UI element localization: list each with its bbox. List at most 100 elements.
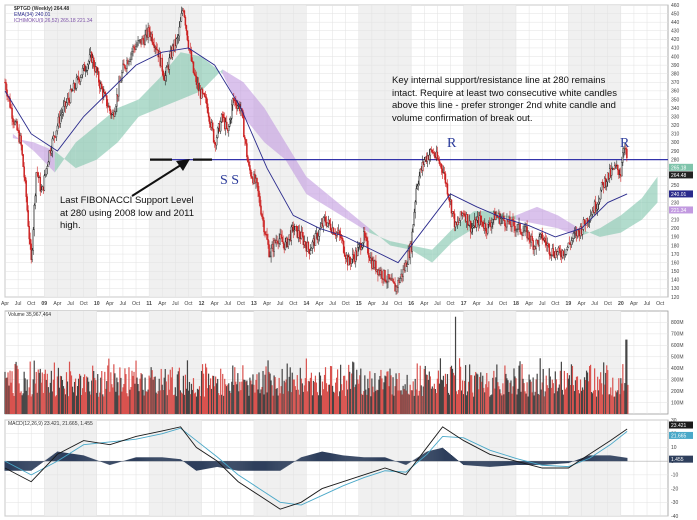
candle-body bbox=[318, 229, 321, 237]
volume-bar bbox=[269, 373, 271, 414]
macd-hist-bar bbox=[44, 460, 46, 462]
macd-hist-bar bbox=[340, 454, 342, 462]
macd-hist-bar bbox=[455, 459, 458, 462]
volume-bar bbox=[533, 395, 535, 414]
volume-bar bbox=[51, 391, 53, 414]
macd-hist-bar bbox=[171, 458, 173, 462]
volume-bar bbox=[394, 386, 396, 414]
x-axis-label: Jul bbox=[434, 301, 441, 307]
volume-bar bbox=[587, 381, 590, 414]
candle-body bbox=[192, 61, 195, 73]
volume-bar bbox=[289, 367, 291, 414]
volume-bar bbox=[268, 371, 270, 414]
macd-hist-bar bbox=[127, 459, 129, 462]
volume-bar bbox=[475, 371, 477, 414]
x-axis-label: Apr bbox=[263, 301, 271, 307]
volume-bar bbox=[180, 392, 182, 414]
macd-hist-bar bbox=[543, 461, 545, 465]
candle-body bbox=[34, 195, 36, 206]
candle-body bbox=[523, 230, 525, 233]
candle-body bbox=[114, 111, 116, 117]
macd-hist-bar bbox=[224, 461, 226, 469]
volume-tick-label: 400M bbox=[671, 366, 684, 372]
volume-bar bbox=[279, 393, 281, 414]
macd-hist-bar bbox=[462, 461, 464, 465]
volume-bar bbox=[238, 391, 240, 414]
candle-body bbox=[625, 148, 627, 150]
volume-bar bbox=[450, 365, 453, 414]
volume-bar bbox=[390, 375, 392, 414]
volume-bar bbox=[600, 372, 602, 414]
volume-bar bbox=[476, 373, 478, 414]
volume-bar bbox=[257, 389, 259, 414]
volume-bar bbox=[156, 393, 158, 414]
volume-bar bbox=[521, 364, 523, 414]
macd-hist-bar bbox=[65, 452, 68, 462]
macd-hist-bar bbox=[108, 461, 110, 465]
macd-hist-bar bbox=[288, 461, 290, 465]
candle-body bbox=[262, 216, 264, 221]
price-tick-label: 230 bbox=[671, 200, 680, 206]
macd-hist-bar bbox=[461, 461, 463, 464]
candle-body bbox=[129, 59, 131, 62]
candle-body bbox=[219, 121, 222, 132]
macd-hist-bar bbox=[61, 452, 64, 462]
volume-bar bbox=[323, 374, 326, 414]
volume-bar bbox=[311, 395, 314, 414]
volume-bar bbox=[371, 378, 373, 414]
volume-bar bbox=[372, 386, 374, 414]
candle-body bbox=[25, 180, 27, 197]
macd-hist-bar bbox=[435, 449, 437, 462]
macd-hist-bar bbox=[46, 458, 48, 462]
macd-hist-bar bbox=[429, 450, 431, 462]
macd-hist-bar bbox=[73, 454, 76, 462]
candle-body bbox=[341, 238, 344, 242]
macd-hist-bar bbox=[334, 453, 336, 462]
candle-body bbox=[524, 226, 526, 232]
volume-bar bbox=[544, 391, 546, 414]
macd-hist-bar bbox=[565, 461, 567, 464]
volume-bar bbox=[16, 365, 18, 414]
macd-hist-bar bbox=[291, 461, 293, 463]
x-axis-label: Apr bbox=[525, 301, 533, 307]
volume-bar bbox=[599, 379, 601, 414]
macd-hist-bar bbox=[275, 461, 277, 471]
macd-hist-bar bbox=[117, 461, 119, 463]
volume-bar bbox=[422, 386, 424, 414]
volume-bar bbox=[305, 358, 307, 414]
macd-hist-bar bbox=[372, 457, 374, 462]
macd-hist-bar bbox=[376, 457, 378, 462]
candle-body bbox=[329, 223, 332, 231]
candle-body bbox=[37, 172, 40, 178]
volume-bar bbox=[437, 370, 439, 414]
candle-body bbox=[204, 96, 207, 98]
macd-hist-bar bbox=[427, 451, 429, 462]
macd-hist-bar bbox=[446, 451, 449, 462]
macd-hist-bar bbox=[547, 461, 549, 465]
x-axis-label: Oct bbox=[394, 301, 403, 307]
candle-body bbox=[66, 98, 69, 103]
macd-hist-bar bbox=[562, 461, 564, 464]
volume-bar bbox=[178, 367, 180, 414]
macd-hist-bar bbox=[284, 461, 286, 468]
volume-bar bbox=[211, 388, 213, 414]
volume-bar bbox=[414, 378, 416, 414]
macd-hist-bar bbox=[237, 461, 239, 471]
macd-hist-bar bbox=[433, 449, 435, 462]
macd-hist-bar bbox=[21, 461, 23, 471]
macd-hist-bar bbox=[558, 461, 560, 464]
macd-hist-bar bbox=[227, 461, 229, 469]
volume-bar bbox=[212, 375, 214, 414]
volume-bar bbox=[72, 392, 75, 414]
volume-bar bbox=[317, 395, 320, 414]
macd-hist-bar bbox=[86, 456, 88, 462]
candle-body bbox=[249, 165, 251, 171]
volume-bar bbox=[147, 389, 149, 414]
macd-hist-bar bbox=[353, 456, 355, 462]
candle-body bbox=[549, 253, 552, 256]
macd-hist-bar bbox=[260, 461, 262, 471]
volume-bar bbox=[128, 367, 130, 414]
volume-bar bbox=[537, 393, 539, 414]
candle-body bbox=[123, 63, 125, 66]
candle-body bbox=[463, 213, 466, 216]
